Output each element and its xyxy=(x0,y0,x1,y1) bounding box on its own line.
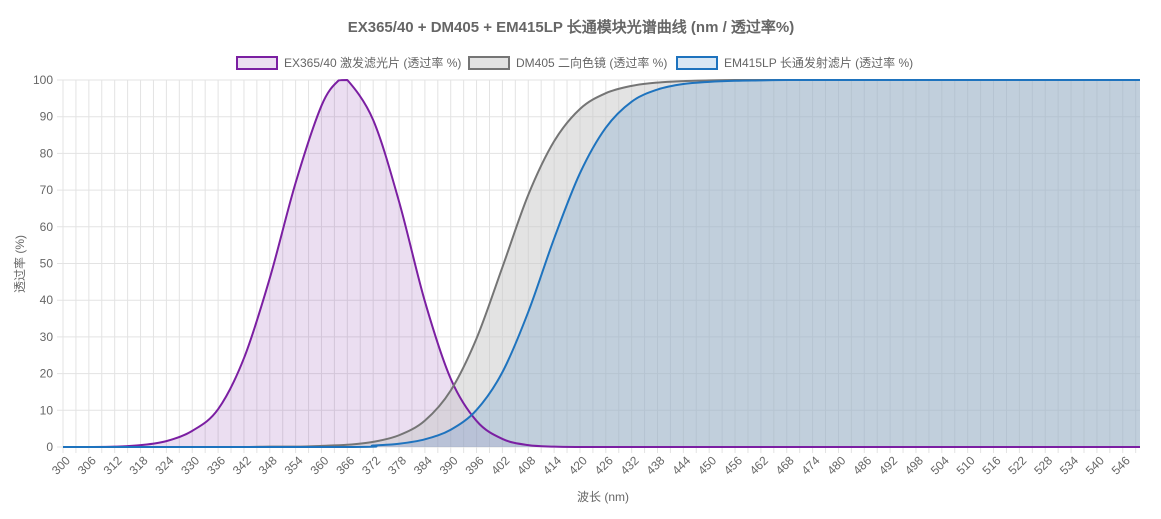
x-tick-label: 462 xyxy=(747,453,771,477)
y-tick-label: 60 xyxy=(40,220,54,234)
series-area-3 xyxy=(63,80,1140,447)
legend-label-2: DM405 二向色镜 (透过率 %) xyxy=(516,55,667,70)
x-tick-label: 420 xyxy=(566,453,590,477)
series-area-1 xyxy=(63,80,1140,447)
x-tick-label: 456 xyxy=(721,453,745,477)
x-tick-label: 546 xyxy=(1109,453,1133,477)
legend-label-1: EX365/40 激发滤光片 (透过率 %) xyxy=(284,55,461,70)
x-tick-label: 474 xyxy=(799,453,823,477)
x-tick-label: 342 xyxy=(230,453,254,477)
x-tick-label: 372 xyxy=(359,453,383,477)
y-tick-label: 90 xyxy=(40,110,54,124)
x-tick-label: 510 xyxy=(954,453,978,477)
x-tick-label: 414 xyxy=(540,453,564,477)
x-tick-label: 450 xyxy=(695,453,719,477)
y-tick-label: 30 xyxy=(40,330,54,344)
x-tick-label: 516 xyxy=(980,453,1004,477)
x-tick-label: 408 xyxy=(514,453,538,477)
x-axis-title: 波长 (nm) xyxy=(577,490,629,504)
x-tick-label: 348 xyxy=(256,453,280,477)
legend-swatch-1 xyxy=(236,56,278,70)
chart-title: EX365/40 + DM405 + EM415LP 长通模块光谱曲线 (nm … xyxy=(348,18,795,36)
y-tick-label: 50 xyxy=(40,257,54,271)
x-tick-label: 486 xyxy=(850,453,874,477)
x-tick-label: 534 xyxy=(1057,453,1081,477)
x-tick-label: 444 xyxy=(669,453,693,477)
x-tick-label: 366 xyxy=(333,453,357,477)
series-fill-layer xyxy=(63,80,1140,447)
x-tick-label: 432 xyxy=(618,453,642,477)
y-tick-label: 100 xyxy=(33,73,53,87)
y-tick-label: 10 xyxy=(40,403,54,417)
x-tick-label: 504 xyxy=(928,453,952,477)
legend-label-3: EM415LP 长通发射滤片 (透过率 %) xyxy=(724,55,913,70)
x-tick-label: 378 xyxy=(385,453,409,477)
series-area-2 xyxy=(63,80,1140,447)
y-tick-label: 0 xyxy=(46,440,53,454)
y-tick-label: 40 xyxy=(40,293,54,307)
y-axis-title: 透过率 (%) xyxy=(12,235,27,293)
y-tick-label: 70 xyxy=(40,183,54,197)
x-tick-label: 396 xyxy=(463,453,487,477)
x-tick-label: 522 xyxy=(1005,453,1029,477)
x-tick-label: 384 xyxy=(411,453,435,477)
legend: EX365/40 激发滤光片 (透过率 %) DM405 二向色镜 (透过率 %)… xyxy=(236,55,913,70)
series-line-layer xyxy=(63,78,1140,449)
x-tick-label: 390 xyxy=(437,453,461,477)
x-tick-label: 426 xyxy=(592,453,616,477)
x-tick-label: 354 xyxy=(282,453,306,477)
x-tick-label: 498 xyxy=(902,453,926,477)
x-tick-label: 540 xyxy=(1083,453,1107,477)
x-tick-label: 528 xyxy=(1031,453,1055,477)
y-tick-label: 20 xyxy=(40,367,54,381)
x-tick-label: 360 xyxy=(307,453,331,477)
x-tick-label: 306 xyxy=(75,453,99,477)
x-tick-label: 300 xyxy=(49,453,73,477)
legend-swatch-2 xyxy=(468,56,510,70)
x-tick-label: 492 xyxy=(876,453,900,477)
series-line-1 xyxy=(63,79,1140,449)
series-line-3 xyxy=(63,78,1140,449)
x-tick-label: 480 xyxy=(824,453,848,477)
y-tick-label: 80 xyxy=(40,146,54,160)
x-tick-label: 336 xyxy=(204,453,228,477)
legend-swatch-3 xyxy=(676,56,718,70)
x-tick-label: 330 xyxy=(178,453,202,477)
x-tick-label: 318 xyxy=(127,453,151,477)
x-tick-label: 324 xyxy=(152,453,176,477)
x-tick-label: 312 xyxy=(101,453,125,477)
x-tick-label: 438 xyxy=(643,453,667,477)
x-tick-label: 468 xyxy=(773,453,797,477)
x-tick-label: 402 xyxy=(488,453,512,477)
